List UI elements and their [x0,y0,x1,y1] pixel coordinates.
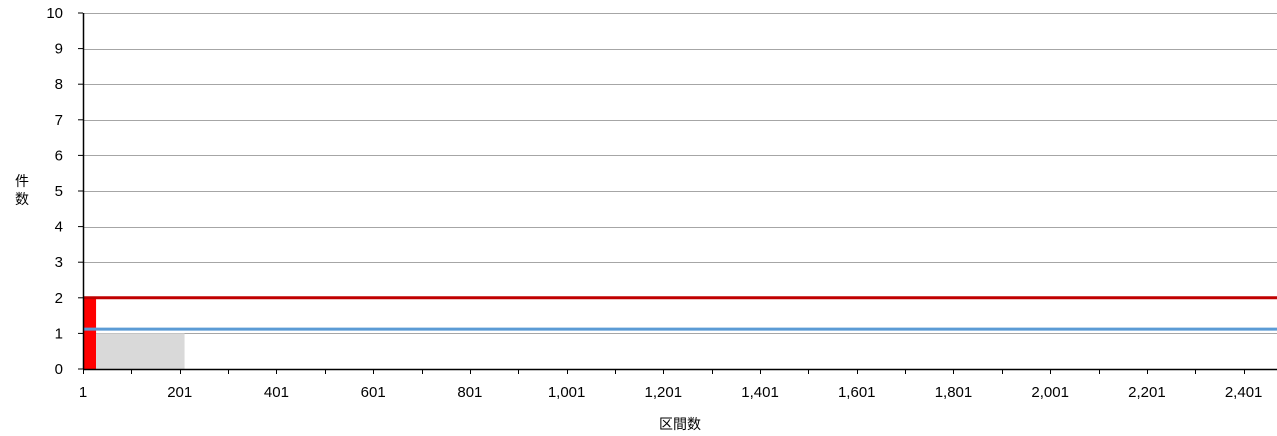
bars [83,262,185,369]
y-tick-label: 2 [55,290,63,307]
bar-0-1 [83,297,97,369]
x-tick-label: 1,601 [838,384,876,401]
x-tick-label: 2,401 [1225,384,1263,401]
y-tick-label: 1 [55,325,63,342]
x-tick-label: 1 [79,384,87,401]
x-tick-label: 2,001 [1031,384,1069,401]
y-tick-label: 3 [55,254,63,271]
x-tick-label: 801 [457,384,482,401]
reference-lines [83,296,1277,331]
x-tick-label: 1,801 [935,384,973,401]
y-tick-label: 5 [55,183,63,200]
x-tick-label: 201 [167,384,192,401]
x-tick-label: 601 [361,384,386,401]
y-tick-label: 8 [55,76,63,93]
y-tick-label: 0 [55,361,63,378]
y-tick-label: 6 [55,147,63,164]
bar-1-0 [96,333,185,369]
x-tick-label: 1,401 [741,384,779,401]
y-tick-label: 9 [55,41,63,58]
y-tick-label: 4 [55,219,63,236]
y-tick-label: 7 [55,112,63,129]
y-axis-label-char: 件 [15,174,29,190]
gridlines [83,13,1277,334]
y-tick-label: 10 [46,5,63,22]
x-tick-label: 1,201 [645,384,683,401]
x-tick-label: 1,001 [548,384,586,401]
y-axis-label: 件数 [15,174,29,208]
axes [78,12,1277,374]
y-axis-label-char: 数 [15,192,29,208]
x-tick-label: 2,201 [1128,384,1166,401]
x-axis-label: 区間数 [659,417,701,433]
x-tick-label: 401 [264,384,289,401]
